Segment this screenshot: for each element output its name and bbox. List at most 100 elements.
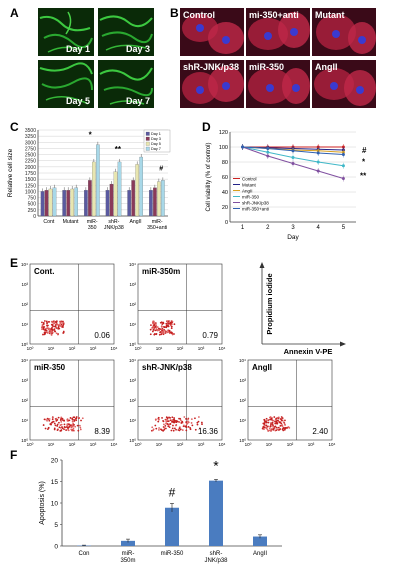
bar [209,480,223,546]
event-dot [160,326,163,328]
event-dot [59,321,62,324]
event-dot [57,326,60,329]
event-dot [165,322,168,325]
event-dot [71,417,74,420]
x-tick-label: 10² [177,442,184,446]
quadrant-value: 16.36 [198,427,219,436]
x-tick-label: shR- [108,219,119,225]
event-dot [164,427,167,430]
x-tick-label: 10² [177,346,184,351]
y-tick-label: 20 [51,458,59,465]
x-tick-label: Cont [43,219,55,225]
y-tick-label: 10² [129,398,136,403]
event-dot [42,326,45,328]
cell-texture [182,66,244,104]
event-dot [158,427,160,429]
event-dot [274,420,276,423]
event-dot [171,427,174,430]
event-dot [50,333,53,336]
event-dot [170,429,173,432]
bar [84,190,88,217]
flow-plot-label: shR-JNK/p38 [142,363,192,372]
event-dot [46,321,48,324]
event-dot [282,429,285,432]
panel-letter-c: C [10,120,19,134]
event-dot [41,321,43,324]
event-dot [45,329,48,332]
event-dot [174,421,176,423]
event-dot [43,418,46,421]
event-dot [67,427,69,430]
event-dot [44,427,47,430]
event-dot [56,423,59,426]
event-dot [283,427,286,430]
significance-mark: * [89,130,93,139]
event-dot [51,326,53,329]
bar [153,187,157,217]
event-dot [168,426,171,429]
event-dot [53,320,56,323]
event-dot [53,428,56,431]
micrograph-control: Control [180,8,244,56]
flow-plot-label: miR-350 [34,363,66,372]
x-tick-label: 10¹ [48,346,55,351]
event-dot [46,417,49,420]
event-dot [185,423,188,426]
legend-label: Day 3 [151,137,161,141]
event-dot [276,417,279,419]
event-dot [172,424,174,427]
event-dot [152,429,154,432]
event-dot [72,426,74,428]
axis-key-x-label: Annexin V-PE [284,347,333,356]
x-tick-label: 4 [317,225,321,231]
cell-texture [314,68,376,106]
y-tick-label: 10⁴ [239,358,246,363]
event-dot [47,320,50,323]
x-tick-label: 10⁰ [135,442,142,446]
legend-label: shR-JNK/p38 [242,200,269,205]
event-dot [58,426,61,429]
event-dot [167,330,170,333]
event-dot [59,424,62,426]
panel-letter-f: F [10,448,18,462]
x-tick-label: 10³ [308,442,315,446]
event-dot [62,320,64,323]
x-tick-label: 10² [287,442,294,446]
event-dot [162,322,165,325]
event-dot [267,429,270,432]
event-dot [167,420,170,423]
y-tick-label: 2750 [25,146,36,152]
event-dot [62,330,65,333]
event-dot [155,333,158,335]
event-dot [163,427,166,429]
event-dot [264,421,266,424]
event-dot [72,416,75,419]
bar [92,161,96,217]
event-dot [45,320,48,323]
event-dot [50,328,52,330]
event-dot [274,422,277,425]
event-dot [66,418,69,421]
event-dot [44,328,47,331]
micrograph-label: shR-JNK/p38 [183,62,240,72]
flow-plot-frame [137,263,223,345]
event-dot [279,428,282,430]
panel-letter-d: D [202,120,211,134]
x-tick-label: miR- [87,219,98,225]
y-tick-label: 0 [54,544,58,551]
significance-mark: # [159,166,163,173]
event-dot [65,429,68,431]
y-tick-label: 10⁴ [21,262,28,267]
x-tick-label: AngII [129,219,141,225]
event-dot [60,420,63,423]
event-dot [163,428,166,431]
event-dot [55,419,58,422]
x-tick-label: 1 [241,225,245,231]
event-dot [282,421,285,424]
event-dot [73,423,75,426]
event-dot [67,428,70,431]
bar [131,180,136,217]
x-tick-label: 10⁴ [111,442,118,446]
micrograph-label: Day 3 [125,44,150,54]
y-tick-label: 10³ [129,378,136,383]
